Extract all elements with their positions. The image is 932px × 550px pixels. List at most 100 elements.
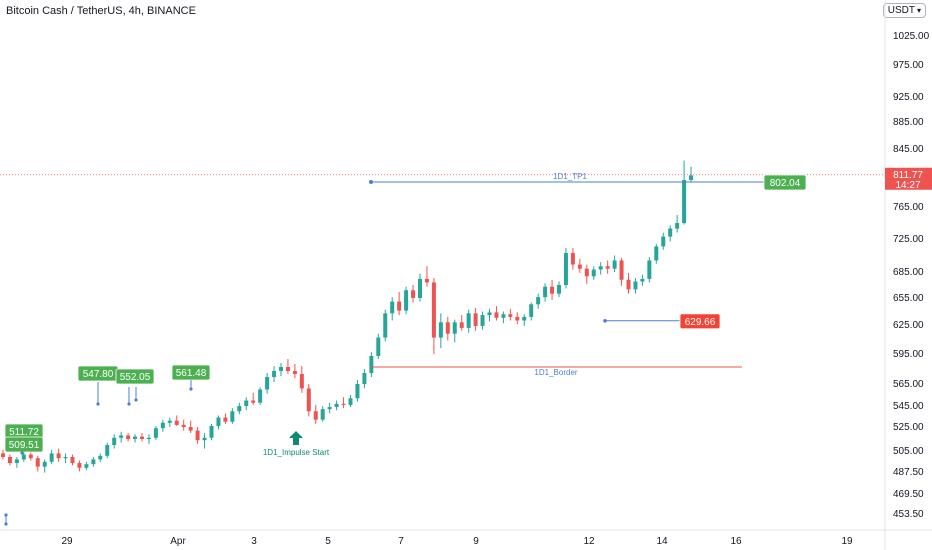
price-label-802-text: 802.04: [770, 178, 801, 189]
candle: [126, 433, 131, 442]
candle: [675, 215, 680, 233]
candle: [209, 423, 214, 441]
price-label-629[interactable]: 629.66: [679, 313, 721, 330]
candle-body: [633, 281, 638, 290]
candle-body: [348, 398, 353, 405]
candle-body: [369, 356, 374, 373]
candle: [140, 433, 144, 442]
candle: [438, 313, 443, 349]
candle: [640, 274, 645, 286]
candle: [195, 427, 200, 444]
candle: [119, 431, 124, 443]
price-label-509[interactable]: 509.51: [4, 436, 44, 453]
candle: [633, 278, 638, 294]
candle-body: [473, 313, 478, 326]
price-label-552-text: 552.05: [120, 372, 151, 383]
candle: [153, 425, 158, 441]
candle: [661, 232, 666, 250]
candle: [654, 243, 659, 264]
candle: [584, 264, 589, 285]
tp1-line-handle[interactable]: [369, 179, 373, 184]
label-connector-dot: [134, 398, 138, 402]
candle: [188, 420, 193, 433]
candle-body: [612, 260, 617, 269]
candle-body: [28, 454, 33, 459]
candle: [49, 449, 54, 465]
candle: [327, 402, 332, 414]
price-label-561[interactable]: 561.48: [171, 364, 211, 381]
x-tick-label: 9: [473, 536, 479, 547]
candle: [487, 308, 492, 322]
y-tick-label: 525.00: [893, 422, 924, 433]
candle-body: [668, 228, 673, 237]
candle-body: [605, 266, 610, 269]
candle-body: [480, 315, 485, 326]
x-tick-label: 5: [325, 536, 331, 547]
candle-body: [404, 290, 409, 311]
candle-body: [195, 430, 200, 441]
candle: [223, 413, 228, 424]
x-tick-label: 3: [251, 536, 257, 547]
candle: [202, 433, 207, 449]
y-tick-label: 975.00: [893, 60, 924, 71]
candle: [369, 352, 374, 377]
candle: [445, 316, 450, 341]
candle: [21, 451, 26, 462]
y-tick-label: 625.00: [893, 320, 924, 331]
candle-body: [299, 374, 304, 389]
candle-body: [355, 384, 360, 399]
candle: [605, 260, 610, 274]
candle-body: [675, 223, 680, 229]
price-label-547[interactable]: 547.80: [77, 365, 119, 382]
candle: [237, 402, 242, 415]
candle-body: [501, 314, 506, 318]
candle-body: [153, 428, 158, 438]
y-tick-label: 845.00: [893, 144, 924, 155]
y-tick-label: 765.00: [893, 202, 924, 213]
currency-selector[interactable]: USDT ▾: [882, 3, 926, 18]
impulse-start-arrow-icon[interactable]: [289, 431, 303, 445]
candle: [133, 434, 138, 443]
candle: [473, 307, 478, 331]
candle-body: [265, 377, 270, 390]
candle-body: [390, 301, 395, 314]
candle: [98, 453, 103, 462]
candle-body: [626, 279, 631, 290]
price-label-552[interactable]: 552.05: [115, 368, 155, 385]
candle: [272, 366, 277, 382]
candle-body: [487, 312, 492, 316]
chart-title: Bitcoin Cash / TetherUS, 4h, BINANCE: [6, 5, 196, 17]
candle-body: [557, 285, 561, 294]
price-label-802[interactable]: 802.04: [763, 174, 807, 191]
candle: [459, 315, 464, 331]
x-tick-label: 29: [61, 536, 73, 547]
candle: [258, 387, 263, 405]
target-pointer-handle[interactable]: [603, 319, 607, 323]
candle: [42, 459, 47, 473]
candle: [306, 384, 311, 417]
candle-body: [459, 322, 464, 328]
x-tick-label: 16: [730, 536, 742, 547]
y-tick-label: 487.50: [893, 467, 924, 478]
candle-body: [640, 278, 645, 282]
candle: [265, 373, 270, 394]
candle-body: [84, 464, 89, 468]
candle-body: [536, 297, 541, 305]
candle-body: [383, 313, 388, 338]
candle: [563, 248, 568, 289]
candle-body: [202, 437, 207, 441]
candle-body: [327, 407, 332, 410]
candle: [84, 461, 89, 471]
candle-body: [445, 322, 450, 334]
candle-body: [7, 457, 12, 463]
candle: [181, 419, 186, 431]
candle-body: [91, 459, 96, 465]
candle-body: [292, 371, 297, 374]
y-tick-label: 655.00: [893, 293, 924, 304]
candle: [313, 404, 318, 424]
candle-body: [522, 316, 527, 321]
candle: [536, 293, 541, 309]
candle: [626, 272, 631, 294]
